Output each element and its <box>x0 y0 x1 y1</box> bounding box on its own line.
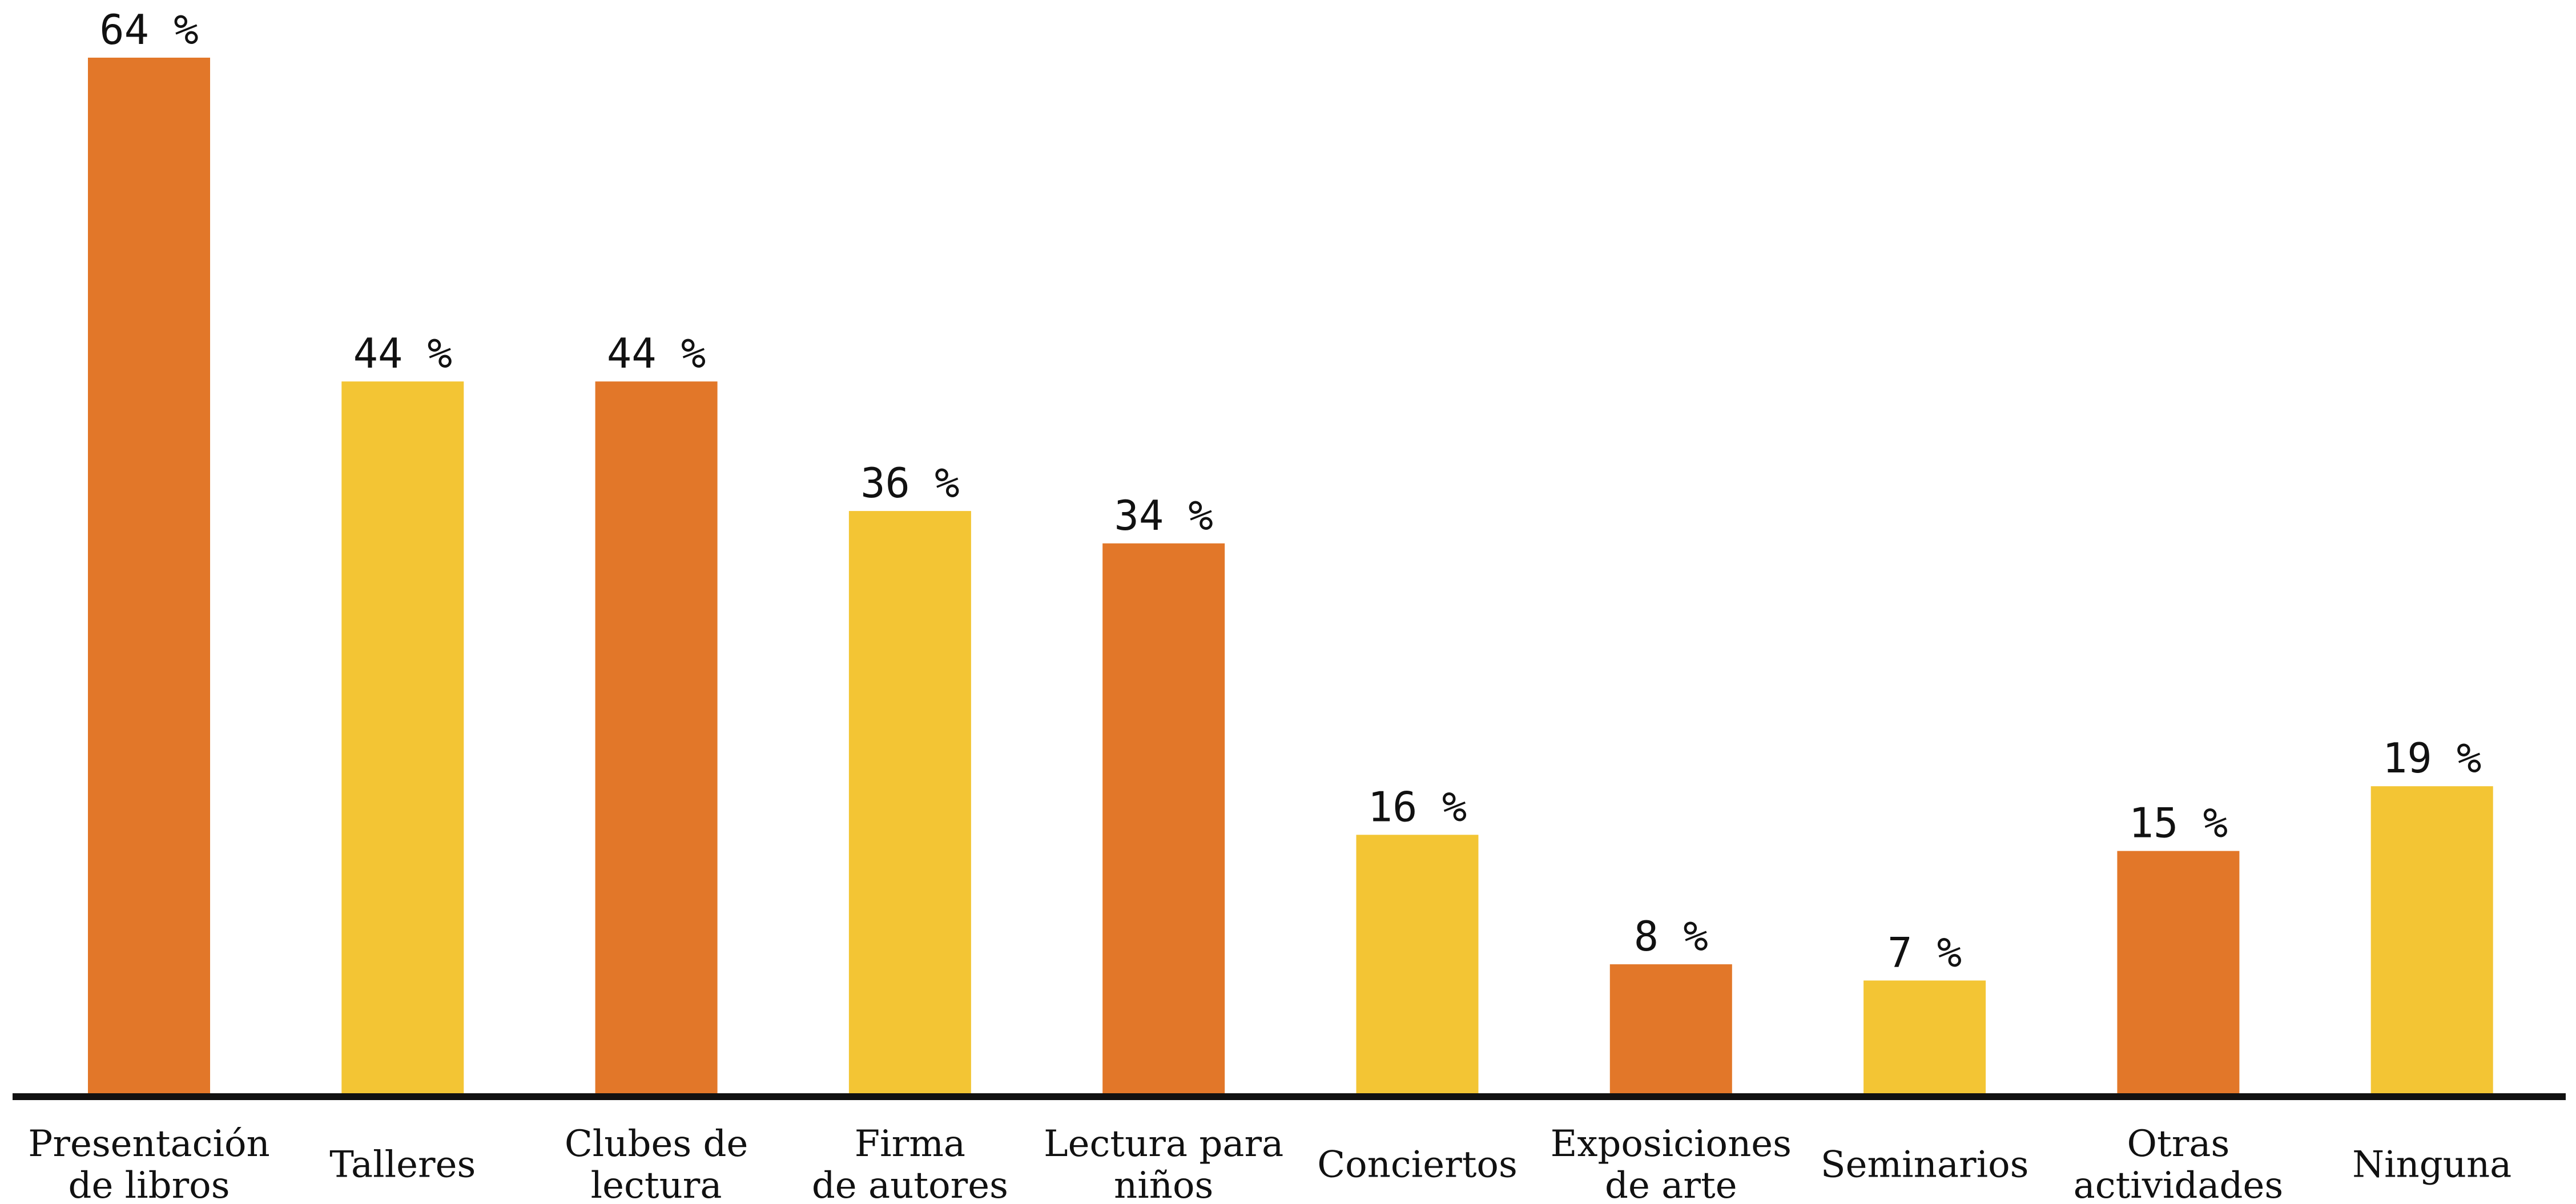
bar-4 <box>1102 543 1225 1094</box>
category-label-line: de libros <box>68 1165 230 1204</box>
category-label-9: Ninguna <box>2352 1144 2511 1186</box>
bar-8 <box>2117 851 2240 1094</box>
category-label-line: Exposiciones <box>1551 1123 1792 1165</box>
value-label-8: 15 % <box>2129 799 2228 847</box>
category-label-line: Presentación <box>28 1123 269 1165</box>
value-label-0: 64 % <box>99 6 198 54</box>
bar-7 <box>1863 980 1986 1094</box>
value-label-9: 19 % <box>2382 734 2481 782</box>
category-label-line: de arte <box>1605 1165 1737 1204</box>
category-label-3: Firma de autores <box>812 1123 1008 1204</box>
category-label-0: Presentación de libros <box>28 1123 269 1204</box>
bar-5 <box>1356 835 1479 1094</box>
category-label-line: Lectura para <box>1044 1123 1283 1165</box>
value-label-2: 44 % <box>607 329 706 377</box>
category-label-line: Firma <box>855 1123 965 1165</box>
category-label-line: Ninguna <box>2352 1144 2511 1186</box>
category-label-line: de autores <box>812 1165 1008 1204</box>
bar-2 <box>595 381 718 1094</box>
bar-1 <box>341 381 464 1094</box>
category-label-line: niños <box>1114 1165 1213 1204</box>
category-label-line: Seminarios <box>1821 1144 2029 1186</box>
bar-6 <box>1609 964 1732 1094</box>
category-label-line: Conciertos <box>1317 1144 1518 1186</box>
bar-3 <box>848 511 971 1094</box>
category-label-4: Lectura para niños <box>1044 1123 1283 1204</box>
category-label-5: Conciertos <box>1317 1144 1518 1186</box>
value-label-7: 7 % <box>1887 929 1962 977</box>
category-label-7: Seminarios <box>1821 1144 2029 1186</box>
category-labels-group: Presentación de libros Talleres Clubes de le… <box>28 1123 2511 1204</box>
bars-group <box>88 58 2493 1094</box>
category-label-line: Clubes de <box>565 1123 748 1165</box>
value-labels-group: 64 % 44 % 44 % 36 % 34 % 16 % 8 % 7 % 15 % 19 % <box>99 6 2481 977</box>
category-label-1: Talleres <box>329 1144 476 1186</box>
category-label-line: Talleres <box>329 1144 476 1186</box>
category-label-line: Otras <box>2127 1123 2230 1165</box>
value-label-5: 16 % <box>1368 783 1467 831</box>
category-label-6: Exposiciones de arte <box>1551 1123 1792 1204</box>
value-label-1: 44 % <box>353 329 452 377</box>
category-label-line: actividades <box>2074 1165 2284 1204</box>
category-label-2: Clubes de lectura <box>565 1123 748 1204</box>
bar-9 <box>2370 786 2493 1094</box>
category-label-line: lectura <box>591 1165 722 1204</box>
value-label-6: 8 % <box>1634 912 1708 960</box>
bar-0 <box>88 58 210 1094</box>
category-label-8: Otras actividades <box>2074 1123 2284 1204</box>
value-label-4: 34 % <box>1114 492 1213 539</box>
value-label-3: 36 % <box>860 459 959 507</box>
